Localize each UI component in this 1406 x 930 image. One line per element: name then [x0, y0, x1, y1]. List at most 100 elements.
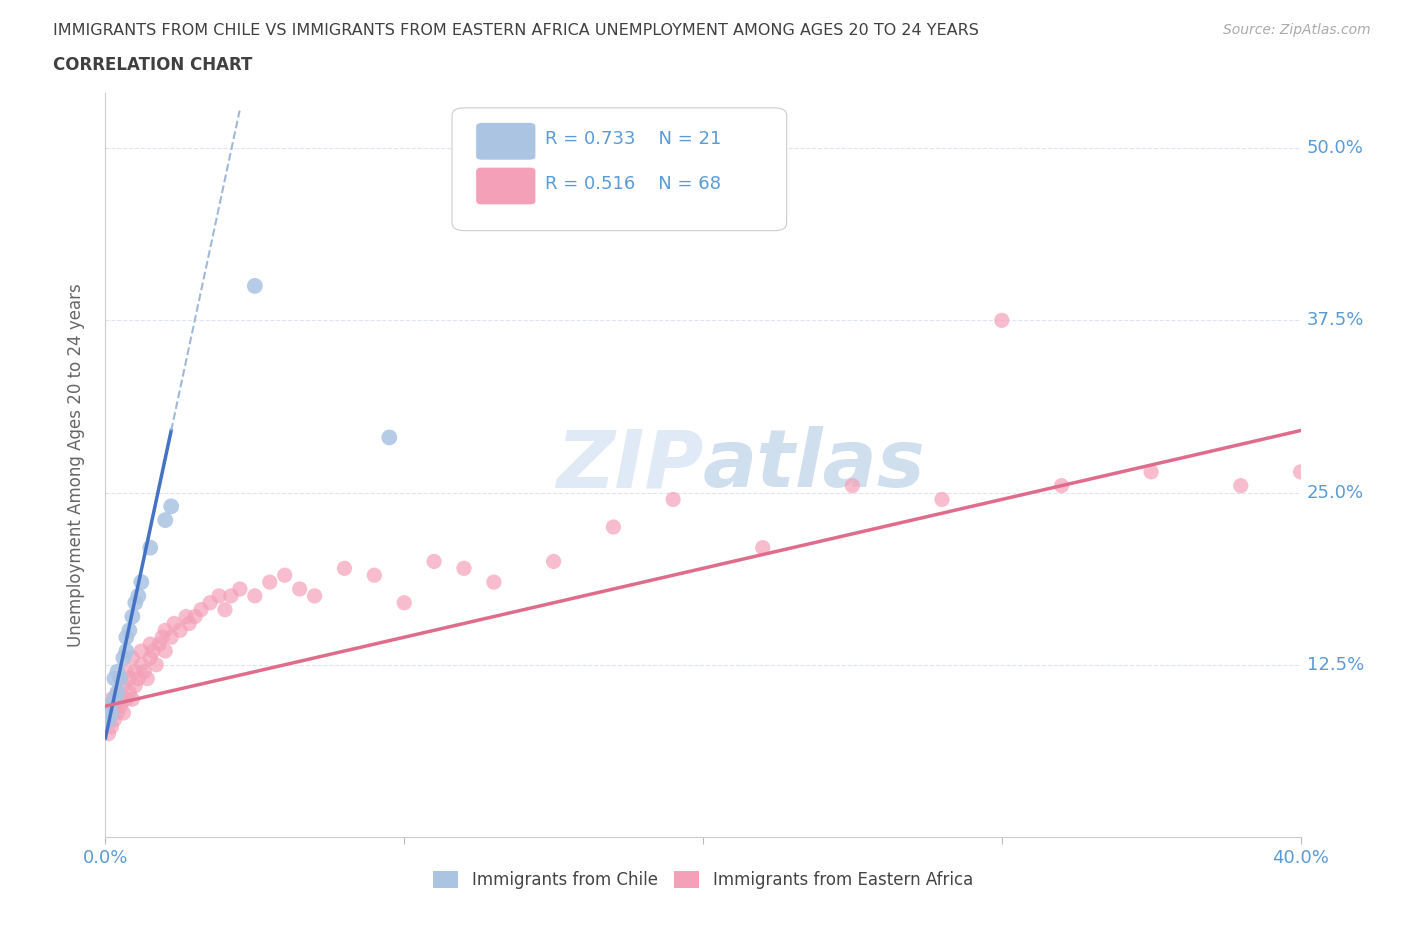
Point	[841, 478, 863, 493]
Text: IMMIGRANTS FROM CHILE VS IMMIGRANTS FROM EASTERN AFRICA UNEMPLOYMENT AMONG AGES : IMMIGRANTS FROM CHILE VS IMMIGRANTS FROM…	[53, 23, 980, 38]
Point	[145, 658, 167, 672]
Point	[1289, 464, 1312, 479]
Point	[208, 589, 231, 604]
Point	[177, 616, 201, 631]
Point	[103, 671, 125, 686]
Point	[139, 650, 162, 665]
Point	[184, 609, 207, 624]
Point	[115, 692, 138, 707]
Point	[931, 492, 953, 507]
Point	[453, 561, 475, 576]
Point	[394, 595, 416, 610]
Point	[259, 575, 281, 590]
Point	[97, 712, 120, 727]
Point	[129, 658, 153, 672]
Point	[229, 581, 252, 596]
Point	[97, 726, 120, 741]
Point	[127, 671, 149, 686]
Point	[103, 698, 125, 713]
Point	[142, 644, 165, 658]
Text: ZIP: ZIP	[555, 426, 703, 504]
Point	[97, 698, 120, 713]
Point	[118, 684, 141, 699]
Point	[288, 581, 311, 596]
Point	[990, 312, 1012, 327]
Point	[103, 712, 125, 727]
Point	[107, 706, 129, 721]
FancyBboxPatch shape	[475, 167, 536, 205]
Point	[124, 678, 146, 693]
Point	[155, 644, 177, 658]
Point	[219, 589, 242, 604]
FancyBboxPatch shape	[475, 123, 536, 160]
Point	[543, 554, 565, 569]
Point	[107, 684, 129, 699]
Point	[129, 644, 153, 658]
Point	[1140, 464, 1163, 479]
Point	[115, 644, 138, 658]
Point	[129, 575, 153, 590]
Text: CORRELATION CHART: CORRELATION CHART	[53, 56, 253, 73]
Point	[121, 650, 143, 665]
Point	[378, 430, 401, 445]
Point	[127, 589, 149, 604]
Point	[163, 616, 186, 631]
Text: 12.5%: 12.5%	[1306, 656, 1364, 673]
Point	[1050, 478, 1073, 493]
Point	[139, 540, 162, 555]
Point	[115, 630, 138, 644]
Point	[112, 678, 135, 693]
Point	[333, 561, 356, 576]
Point	[363, 568, 385, 583]
Point	[103, 692, 125, 707]
Point	[139, 637, 162, 652]
Legend: Immigrants from Chile, Immigrants from Eastern Africa: Immigrants from Chile, Immigrants from E…	[426, 864, 980, 896]
Point	[121, 609, 143, 624]
Point	[174, 609, 197, 624]
Point	[243, 589, 266, 604]
Point	[107, 664, 129, 679]
Point	[100, 719, 122, 734]
Text: 37.5%: 37.5%	[1306, 312, 1364, 329]
Point	[107, 684, 129, 699]
Point	[214, 603, 236, 618]
Point	[169, 623, 191, 638]
Point	[423, 554, 446, 569]
Point	[100, 692, 122, 707]
Point	[198, 595, 221, 610]
Y-axis label: Unemployment Among Ages 20 to 24 years: Unemployment Among Ages 20 to 24 years	[66, 283, 84, 647]
Point	[97, 706, 120, 721]
Point	[155, 512, 177, 527]
Point	[160, 630, 183, 644]
Text: atlas: atlas	[703, 426, 925, 504]
Text: 25.0%: 25.0%	[1306, 484, 1364, 501]
FancyBboxPatch shape	[451, 108, 787, 231]
Text: 50.0%: 50.0%	[1306, 140, 1364, 157]
Point	[124, 664, 146, 679]
Point	[124, 595, 146, 610]
Point	[304, 589, 326, 604]
Point	[190, 603, 212, 618]
Text: R = 0.733    N = 21: R = 0.733 N = 21	[546, 130, 721, 148]
Point	[110, 671, 132, 686]
Point	[273, 568, 295, 583]
Point	[118, 671, 141, 686]
Text: Source: ZipAtlas.com: Source: ZipAtlas.com	[1223, 23, 1371, 37]
Point	[112, 650, 135, 665]
Point	[112, 706, 135, 721]
Point	[110, 698, 132, 713]
Point	[160, 498, 183, 513]
Text: R = 0.516    N = 68: R = 0.516 N = 68	[546, 175, 721, 193]
Point	[110, 692, 132, 707]
Point	[1229, 478, 1253, 493]
Point	[118, 623, 141, 638]
Point	[110, 671, 132, 686]
Point	[150, 630, 173, 644]
Point	[602, 520, 624, 535]
Point	[243, 278, 266, 293]
Point	[751, 540, 773, 555]
Point	[148, 637, 170, 652]
Point	[482, 575, 505, 590]
Point	[662, 492, 685, 507]
Point	[121, 692, 143, 707]
